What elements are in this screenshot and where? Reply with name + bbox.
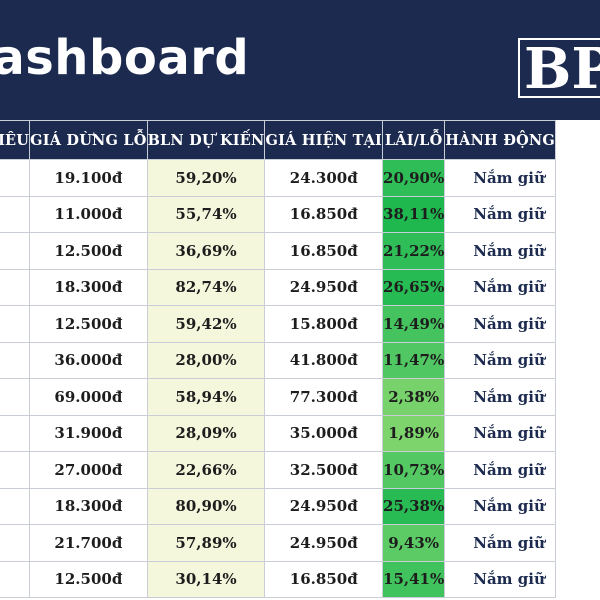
- cell-expected-profit: 57,89%: [146, 524, 266, 562]
- cell-target: đ: [0, 451, 31, 489]
- cell-expected-profit: 58,94%: [146, 378, 266, 416]
- cell-expected-profit: 59,20%: [146, 159, 266, 197]
- portfolio-table-container: MỤC TIÊU GIÁ DỪNG LỖ BLN DỰ KIẾN GIÁ HIỆ…: [0, 120, 600, 600]
- cell-current-price: 16.850đ: [264, 232, 384, 270]
- cell-action: Nắm giữ: [444, 560, 556, 598]
- cell-expected-profit: 55,74%: [146, 195, 266, 233]
- cell-profit-loss: 14,49%: [382, 305, 446, 343]
- cell-profit-loss: 15,41%: [382, 560, 446, 598]
- cell-action: Nắm giữ: [444, 524, 556, 562]
- cell-expected-profit: 30,14%: [146, 560, 266, 598]
- cell-stop-loss: 19.100đ: [29, 159, 148, 197]
- column-header-expected-profit: BLN DỰ KIẾN: [146, 120, 266, 160]
- cell-profit-loss: 21,22%: [382, 232, 446, 270]
- cell-current-price: 15.800đ: [264, 305, 384, 343]
- cell-expected-profit: 80,90%: [146, 487, 266, 525]
- cell-action: Nắm giữ: [444, 341, 556, 379]
- cell-stop-loss: 12.500đ: [29, 305, 148, 343]
- portfolio-table: MỤC TIÊU GIÁ DỪNG LỖ BLN DỰ KIẾN GIÁ HIỆ…: [0, 120, 556, 598]
- cell-current-price: 24.950đ: [264, 524, 384, 562]
- cell-action: Nắm giữ: [444, 451, 556, 489]
- cell-action: Nắm giữ: [444, 232, 556, 270]
- cell-stop-loss: 18.300đ: [29, 268, 148, 306]
- cell-current-price: 35.000đ: [264, 414, 384, 452]
- cell-stop-loss: 36.000đ: [29, 341, 148, 379]
- cell-target: 0đ: [0, 378, 31, 416]
- cell-action: Nắm giữ: [444, 414, 556, 452]
- cell-profit-loss: 38,11%: [382, 195, 446, 233]
- cell-expected-profit: 22,66%: [146, 451, 266, 489]
- cell-stop-loss: 18.300đ: [29, 487, 148, 525]
- cell-profit-loss: 26,65%: [382, 268, 446, 306]
- cell-expected-profit: 59,42%: [146, 305, 266, 343]
- cell-expected-profit: 36,69%: [146, 232, 266, 270]
- table-header-row: MỤC TIÊU GIÁ DỪNG LỖ BLN DỰ KIẾN GIÁ HIỆ…: [0, 120, 556, 160]
- cell-profit-loss: 25,38%: [382, 487, 446, 525]
- column-header-current-price: GIÁ HIỆN TẠI: [264, 120, 384, 160]
- cell-target: đ: [0, 560, 31, 598]
- cell-target: đ: [0, 195, 31, 233]
- cell-action: Nắm giữ: [444, 268, 556, 306]
- cell-profit-loss: 9,43%: [382, 524, 446, 562]
- cell-stop-loss: 21.700đ: [29, 524, 148, 562]
- column-header-action: HÀNH ĐỘNG: [444, 120, 556, 160]
- cell-target: đ: [0, 341, 31, 379]
- cell-target: đ: [0, 524, 31, 562]
- cell-current-price: 16.850đ: [264, 560, 384, 598]
- cell-expected-profit: 28,00%: [146, 341, 266, 379]
- cell-current-price: 41.800đ: [264, 341, 384, 379]
- cell-profit-loss: 1,89%: [382, 414, 446, 452]
- cell-expected-profit: 28,09%: [146, 414, 266, 452]
- cell-current-price: 24.950đ: [264, 268, 384, 306]
- brand-logo: BP: [518, 38, 600, 98]
- cell-stop-loss: 27.000đ: [29, 451, 148, 489]
- cell-profit-loss: 2,38%: [382, 378, 446, 416]
- cell-target: đ: [0, 305, 31, 343]
- cell-profit-loss: 10,73%: [382, 451, 446, 489]
- cell-target: đ: [0, 487, 31, 525]
- cell-stop-loss: 12.500đ: [29, 560, 148, 598]
- cell-action: Nắm giữ: [444, 195, 556, 233]
- cell-target: đ: [0, 159, 31, 197]
- cell-action: Nắm giữ: [444, 159, 556, 197]
- cell-stop-loss: 31.900đ: [29, 414, 148, 452]
- cell-profit-loss: 11,47%: [382, 341, 446, 379]
- cell-stop-loss: 11.000đ: [29, 195, 148, 233]
- cell-current-price: 24.300đ: [264, 159, 384, 197]
- cell-action: Nắm giữ: [444, 487, 556, 525]
- cell-target: đ: [0, 414, 31, 452]
- column-header-target: MỤC TIÊU: [0, 120, 31, 160]
- cell-expected-profit: 82,74%: [146, 268, 266, 306]
- cell-stop-loss: 12.500đ: [29, 232, 148, 270]
- page-title: Dashboard: [0, 30, 250, 86]
- cell-target: đ: [0, 268, 31, 306]
- cell-stop-loss: 69.000đ: [29, 378, 148, 416]
- cell-profit-loss: 20,90%: [382, 159, 446, 197]
- column-header-stop-loss: GIÁ DỪNG LỖ: [29, 120, 148, 160]
- cell-target: đ: [0, 232, 31, 270]
- dashboard-header: Dashboard BP: [0, 0, 600, 120]
- cell-current-price: 77.300đ: [264, 378, 384, 416]
- cell-action: Nắm giữ: [444, 378, 556, 416]
- cell-current-price: 32.500đ: [264, 451, 384, 489]
- column-header-profit-loss: LÃI/LỖ: [382, 120, 446, 160]
- cell-action: Nắm giữ: [444, 305, 556, 343]
- cell-current-price: 16.850đ: [264, 195, 384, 233]
- cell-current-price: 24.950đ: [264, 487, 384, 525]
